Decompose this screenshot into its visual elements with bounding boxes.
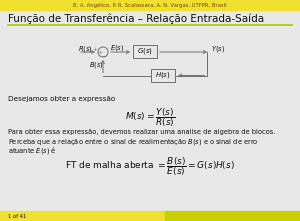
Text: +: + bbox=[97, 50, 102, 55]
Text: $B(s)$: $B(s)$ bbox=[89, 60, 103, 70]
Text: FT de malha aberta $= \dfrac{B(s)}{E(s)} = G(s)H(s)$: FT de malha aberta $= \dfrac{B(s)}{E(s)}… bbox=[65, 155, 235, 178]
Bar bbox=[151, 69, 175, 82]
Text: $R(s)$: $R(s)$ bbox=[78, 44, 93, 53]
Text: +: + bbox=[92, 47, 97, 52]
Text: 1 of 41: 1 of 41 bbox=[8, 214, 26, 219]
Text: −: − bbox=[101, 53, 106, 58]
Bar bbox=[165, 211, 300, 221]
Text: $G(s)$: $G(s)$ bbox=[137, 46, 153, 57]
Text: $Y(s)$: $Y(s)$ bbox=[211, 44, 225, 53]
Bar bbox=[0, 211, 165, 221]
Text: $E(s)$: $E(s)$ bbox=[110, 43, 124, 53]
Text: $M(s) = \dfrac{Y(s)}{R(s)}$: $M(s) = \dfrac{Y(s)}{R(s)}$ bbox=[125, 106, 175, 129]
Text: Perceba que a relação entre o sinal de realimentação $B(s)$ e o sinal de erro: Perceba que a relação entre o sinal de r… bbox=[8, 137, 259, 147]
Text: $H(s)$: $H(s)$ bbox=[155, 70, 171, 80]
Text: Desejamos obter a expressão: Desejamos obter a expressão bbox=[8, 96, 115, 102]
Text: Função de Transferência – Relação Entrada-Saída: Função de Transferência – Relação Entrad… bbox=[8, 14, 264, 24]
Bar bbox=[0, 0, 300, 10]
Text: Para obter essa expressão, devemos realizar uma analise de algebra de blocos.: Para obter essa expressão, devemos reali… bbox=[8, 129, 275, 135]
Bar bbox=[133, 45, 157, 58]
Text: B. A. Angélico, P. R. Scalassara, A. N. Vargas, UTFPR, Brasil: B. A. Angélico, P. R. Scalassara, A. N. … bbox=[73, 3, 227, 8]
Text: atuante $E(s)$ é: atuante $E(s)$ é bbox=[8, 145, 57, 156]
